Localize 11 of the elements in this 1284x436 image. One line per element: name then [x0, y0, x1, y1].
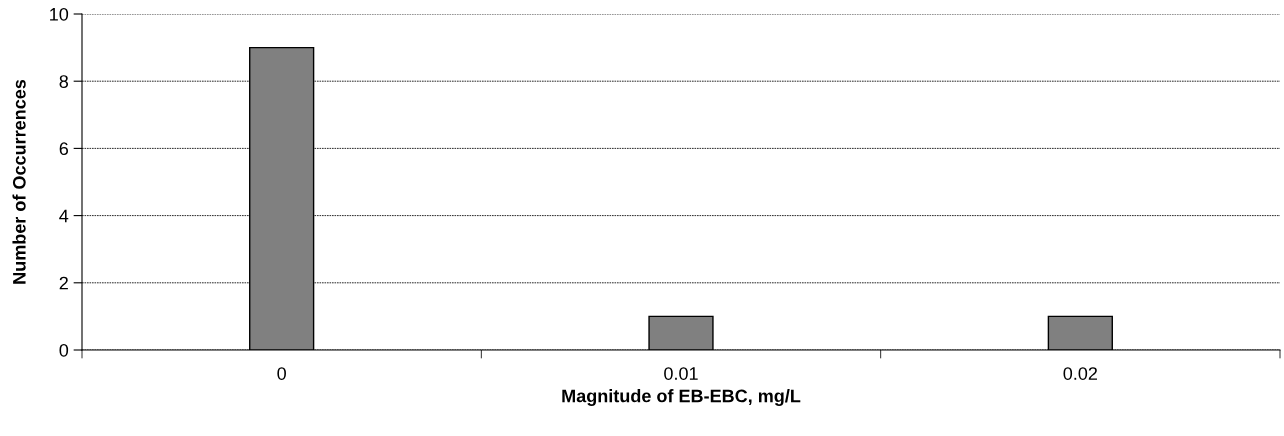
y-tick-label: 0	[59, 343, 69, 357]
y-tick-label: 8	[59, 75, 69, 88]
x-tick-label: 0.02	[1063, 367, 1097, 380]
y-tick-label: 2	[59, 276, 68, 290]
x-tick-label: 0	[277, 367, 286, 380]
y-tick-label: 4	[59, 209, 69, 223]
y-tick-label: 6	[59, 142, 69, 156]
y-axis-title: Number of Occurrences	[12, 79, 26, 284]
x-tick-label: 0.01	[664, 367, 698, 380]
y-tick-label: 10	[50, 7, 69, 21]
x-axis-title: Magnitude of EB-EBC, mg/L	[562, 389, 801, 406]
